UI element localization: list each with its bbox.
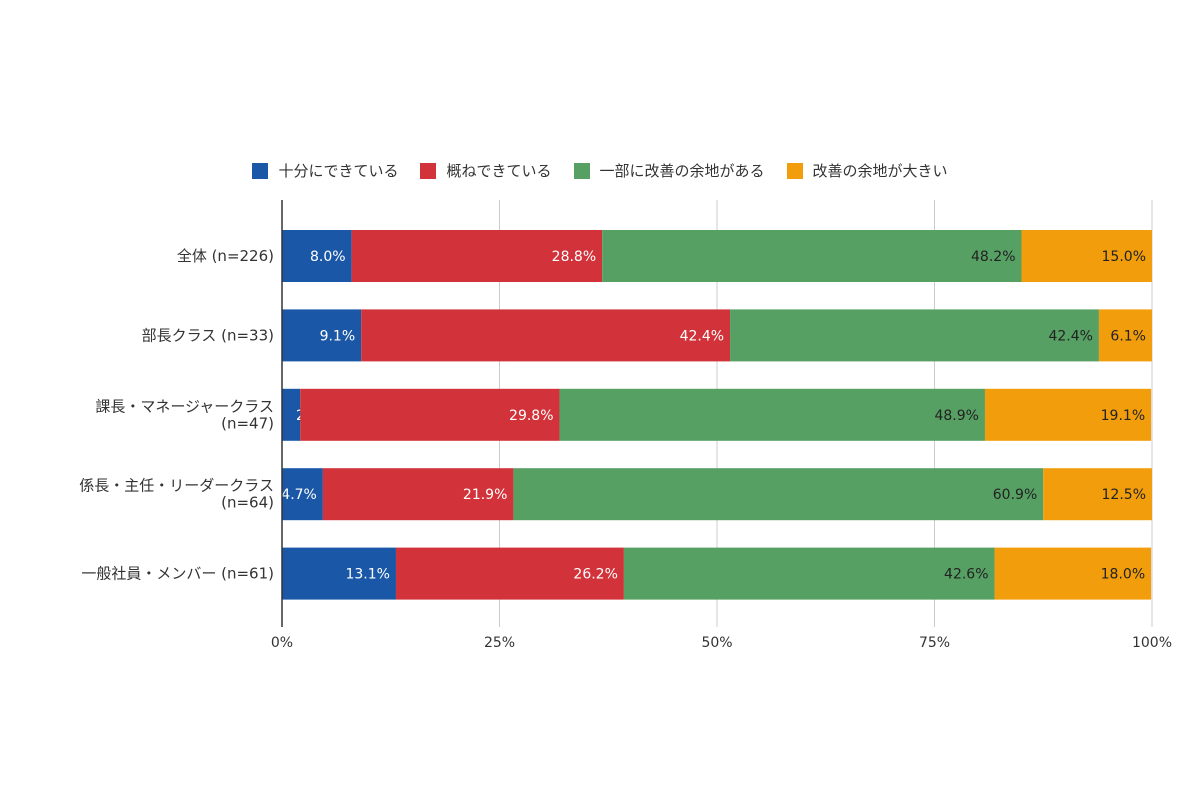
bar-segment [282, 309, 362, 362]
bar-segment [602, 230, 1022, 282]
bar-segment [994, 547, 1152, 600]
legend-item-partly: 一部に改善の余地がある [573, 160, 765, 181]
x-tick-label: 100% [1132, 635, 1172, 651]
legend-label-partly: 一部に改善の余地がある [599, 162, 765, 180]
category-label: (n=64) [221, 494, 274, 512]
legend-item-mostly: 概ねできている [420, 160, 552, 181]
bar-segment [1098, 309, 1152, 362]
data-label: 21.9% [463, 487, 507, 503]
bar-segment [282, 468, 323, 521]
data-label: 19.1% [1101, 408, 1145, 424]
data-label: 60.9% [993, 487, 1037, 503]
bar-segment [282, 547, 396, 600]
legend-swatch-sufficient [252, 162, 269, 179]
data-label: 12.5% [1102, 487, 1146, 503]
bar-segment [300, 388, 560, 441]
legend-label-large: 改善の余地が大きい [812, 162, 948, 180]
legend: 十分にできている 概ねできている 一部に改善の余地がある 改善の余地が大きい [0, 160, 1200, 181]
bar-segment [282, 230, 352, 282]
data-label: 15.0% [1102, 249, 1146, 265]
data-label: 6.1% [1110, 328, 1146, 344]
data-label: 48.2% [971, 249, 1015, 265]
x-tick-label: 0% [271, 635, 293, 651]
category-label: 係長・主任・リーダークラス [79, 477, 274, 495]
bar-segment [559, 388, 985, 441]
legend-label-mostly: 概ねできている [446, 162, 552, 180]
bar-segment [1043, 468, 1152, 521]
category-label: (n=47) [221, 414, 274, 432]
bar-segment [623, 547, 995, 600]
category-label: 全体 (n=226) [177, 247, 274, 265]
data-label: 9.1% [320, 328, 356, 344]
data-label: 28.8% [552, 249, 596, 265]
category-label: 課長・マネージャークラス [95, 397, 274, 415]
data-label: 48.9% [934, 408, 978, 424]
data-label: 42.4% [1048, 328, 1092, 344]
bar-segment [730, 309, 1099, 362]
data-label: 4.7% [281, 487, 317, 503]
legend-item-large: 改善の余地が大きい [786, 160, 948, 181]
x-tick-label: 50% [701, 635, 732, 651]
x-tick-label: 75% [919, 635, 950, 651]
data-label: 13.1% [345, 567, 389, 583]
legend-item-sufficient: 十分にできている [252, 160, 398, 181]
bar-segment [351, 230, 603, 282]
bar-segment [282, 388, 301, 441]
data-label: 42.6% [944, 567, 988, 583]
category-label: 部長クラス (n=33) [142, 326, 274, 344]
category-label: 一般社員・メンバー (n=61) [81, 565, 274, 583]
legend-swatch-partly [573, 162, 590, 179]
data-label: 18.0% [1101, 567, 1145, 583]
data-label: 42.4% [680, 328, 724, 344]
x-tick-label: 25% [484, 635, 515, 651]
bar-segment [322, 468, 514, 521]
bar-segment [361, 309, 731, 362]
bar-segment [984, 388, 1152, 441]
legend-swatch-mostly [420, 162, 437, 179]
bar-segment [395, 547, 624, 600]
data-label: 29.8% [509, 408, 553, 424]
bar-segment [1021, 230, 1152, 282]
legend-label-sufficient: 十分にできている [278, 162, 399, 180]
data-label: 26.2% [573, 567, 617, 583]
bar-segment [513, 468, 1044, 521]
data-label: 8.0% [310, 249, 346, 265]
legend-swatch-large [786, 162, 803, 179]
